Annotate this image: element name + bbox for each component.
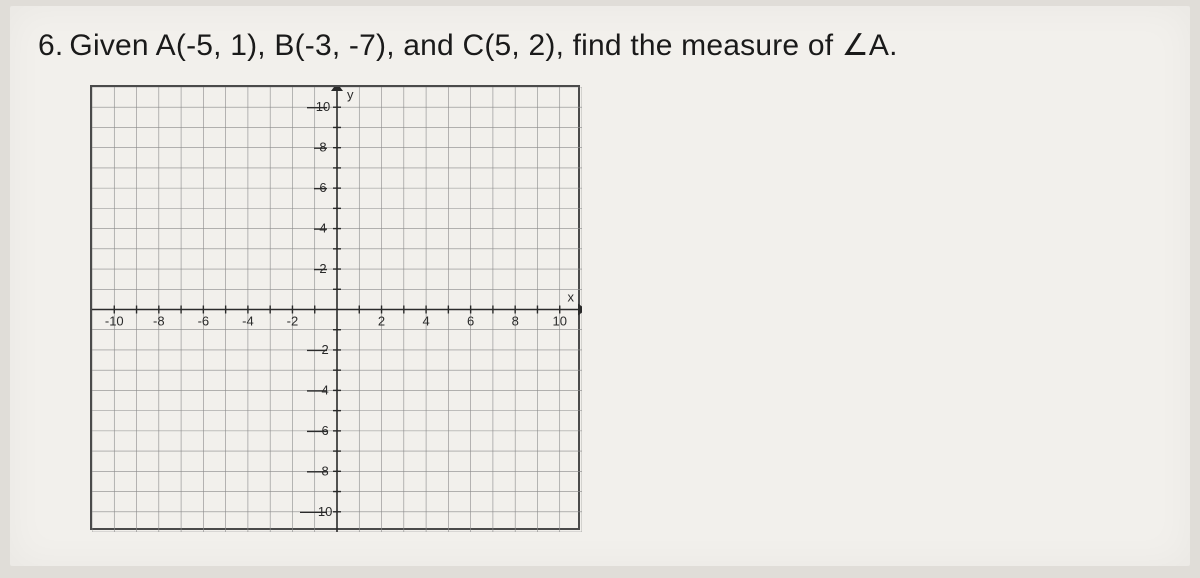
svg-text:-2: -2 — [317, 341, 329, 356]
svg-text:10: 10 — [316, 99, 330, 114]
svg-text:-8: -8 — [153, 313, 165, 328]
point-a-coords: -5, 1 — [186, 29, 247, 62]
svg-text:-2: -2 — [287, 313, 299, 328]
worksheet-page: 6.Given A(-5, 1), B(-3, -7), and C(5, 2)… — [10, 6, 1190, 566]
svg-text:-6: -6 — [198, 313, 210, 328]
svg-text:2: 2 — [378, 313, 385, 328]
svg-text:6: 6 — [467, 313, 474, 328]
svg-text:8: 8 — [319, 139, 326, 154]
svg-text:x: x — [568, 289, 575, 304]
problem-segment: ), and C( — [376, 29, 495, 62]
point-b-coords: -3, -7 — [305, 29, 376, 62]
coordinate-grid: -10 -8 -6 -4 -2 2 4 6 8 10 10 8 6 4 2 -2 -4 -6 -8 -10 x y — [90, 85, 580, 530]
point-c-coords: 5, 2 — [495, 29, 546, 62]
svg-text:-6: -6 — [317, 422, 329, 437]
problem-segment: ), B( — [247, 29, 305, 62]
svg-text:-10: -10 — [314, 503, 333, 518]
angle-vertex: A — [869, 29, 889, 62]
angle-symbol: ∠ — [842, 26, 869, 67]
svg-text:-8: -8 — [317, 463, 329, 478]
svg-text:8: 8 — [512, 313, 519, 328]
svg-text:4: 4 — [319, 220, 326, 235]
svg-text:y: y — [347, 87, 354, 102]
problem-period: . — [889, 29, 898, 62]
problem-segment: Given A( — [69, 29, 186, 62]
svg-text:-10: -10 — [105, 313, 124, 328]
problem-text: 6.Given A(-5, 1), B(-3, -7), and C(5, 2)… — [38, 26, 1162, 67]
svg-text:-4: -4 — [317, 382, 329, 397]
svg-text:2: 2 — [319, 261, 326, 276]
svg-text:10: 10 — [552, 313, 566, 328]
problem-segment: ), find the measure of — [545, 29, 841, 62]
svg-text:-4: -4 — [242, 313, 254, 328]
problem-number: 6. — [38, 29, 63, 62]
grid-svg: -10 -8 -6 -4 -2 2 4 6 8 10 10 8 6 4 2 -2 -4 -6 -8 -10 x y — [92, 87, 582, 532]
svg-text:4: 4 — [422, 313, 429, 328]
svg-text:6: 6 — [319, 180, 326, 195]
